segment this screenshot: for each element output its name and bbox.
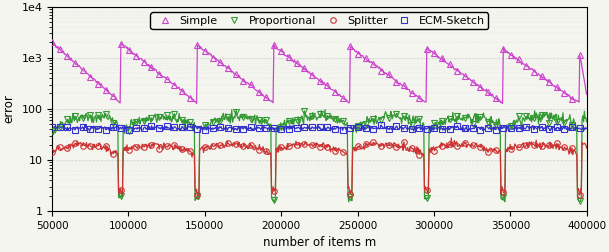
Proportional — [347, 195, 354, 198]
Line: Proportional: Proportional — [49, 108, 583, 204]
ECM-Sketch — [347, 127, 354, 130]
Splitter — [194, 194, 201, 197]
Simple — [48, 41, 55, 44]
Line: Splitter: Splitter — [49, 139, 583, 198]
ECM-Sketch — [171, 125, 178, 128]
Simple — [339, 97, 347, 100]
ECM-Sketch — [339, 129, 347, 132]
Splitter — [515, 145, 523, 148]
Splitter — [217, 144, 224, 147]
Proportional — [507, 124, 515, 127]
Legend: Simple, Proportional, Splitter, ECM-Sketch: Simple, Proportional, Splitter, ECM-Sket… — [150, 12, 488, 29]
Simple — [171, 84, 178, 87]
ECM-Sketch — [377, 124, 384, 127]
Simple — [118, 42, 125, 45]
Splitter — [400, 140, 407, 143]
Splitter — [171, 144, 178, 147]
ECM-Sketch — [270, 127, 278, 130]
Simple — [576, 54, 583, 57]
ECM-Sketch — [118, 126, 125, 129]
Proportional — [499, 195, 507, 198]
Splitter — [118, 188, 125, 192]
Proportional — [576, 200, 583, 203]
Splitter — [576, 194, 583, 197]
Simple — [499, 47, 507, 50]
ECM-Sketch — [515, 127, 523, 130]
Line: ECM-Sketch: ECM-Sketch — [49, 122, 583, 133]
Simple — [568, 98, 576, 101]
Proportional — [118, 194, 125, 197]
Splitter — [347, 192, 354, 195]
Splitter — [278, 146, 285, 149]
Splitter — [48, 150, 55, 153]
Proportional — [171, 112, 178, 115]
Y-axis label: error: error — [3, 94, 16, 123]
Line: Simple: Simple — [49, 40, 583, 102]
ECM-Sketch — [48, 126, 55, 129]
ECM-Sketch — [209, 127, 216, 130]
Simple — [492, 97, 499, 100]
Proportional — [209, 121, 216, 124]
Simple — [209, 56, 216, 59]
ECM-Sketch — [576, 127, 583, 130]
X-axis label: number of items m: number of items m — [262, 236, 376, 249]
Proportional — [301, 109, 308, 112]
Proportional — [48, 130, 55, 133]
